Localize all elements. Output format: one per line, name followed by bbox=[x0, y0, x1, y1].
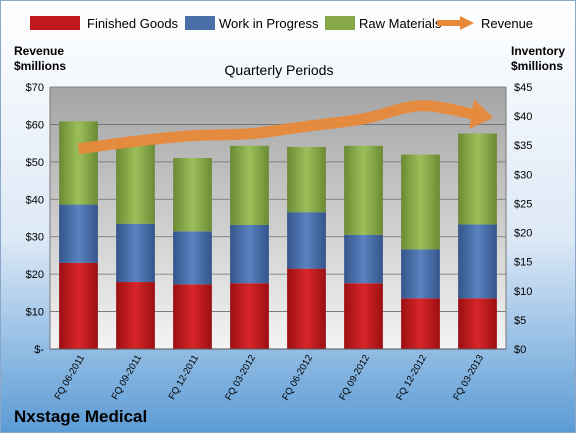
bar-finished-goods bbox=[458, 298, 497, 349]
left-axis-label-line1: Revenue bbox=[14, 44, 64, 58]
legend: Finished Goods Work in Progress Raw Mate… bbox=[30, 16, 533, 31]
bar-raw-materials bbox=[59, 121, 98, 205]
bar-work-in-progress bbox=[344, 234, 383, 284]
bar-finished-goods bbox=[116, 282, 155, 349]
bar-work-in-progress bbox=[401, 249, 440, 299]
left-tick-label: $50 bbox=[26, 157, 44, 169]
left-tick-label: $40 bbox=[26, 194, 44, 206]
line-revenue bbox=[77, 100, 479, 155]
bar-finished-goods bbox=[59, 262, 98, 349]
right-tick-label: $5 bbox=[514, 315, 526, 327]
line-layer bbox=[77, 99, 494, 155]
legend-label-revenue: Revenue bbox=[481, 16, 533, 31]
bar-work-in-progress bbox=[458, 224, 497, 299]
bar-raw-materials bbox=[173, 158, 212, 232]
bar-raw-materials bbox=[401, 154, 440, 250]
right-tick-label: $25 bbox=[514, 198, 532, 210]
legend-label-work-in-progress: Work in Progress bbox=[219, 16, 319, 31]
bars-layer bbox=[59, 121, 497, 349]
left-axis-label-line2: $millions bbox=[14, 59, 66, 73]
bar-raw-materials bbox=[116, 143, 155, 224]
legend-swatch-work-in-progress bbox=[185, 16, 215, 30]
right-tick-label: $35 bbox=[514, 140, 532, 152]
right-tick-label: $40 bbox=[514, 111, 532, 123]
right-tick-label: $0 bbox=[514, 344, 526, 356]
bar-raw-materials bbox=[344, 145, 383, 235]
company-name: Nxstage Medical bbox=[14, 407, 147, 426]
bar-finished-goods bbox=[401, 298, 440, 349]
left-tick-label: $- bbox=[34, 344, 44, 356]
bar-work-in-progress bbox=[116, 223, 155, 283]
bar-finished-goods bbox=[344, 283, 383, 349]
legend-swatch-finished-goods bbox=[30, 16, 80, 30]
bar-work-in-progress bbox=[287, 212, 326, 269]
right-axis-label-line1: Inventory bbox=[511, 44, 565, 58]
bar-raw-materials bbox=[458, 133, 497, 225]
bar-raw-materials bbox=[287, 146, 326, 213]
right-tick-label: $10 bbox=[514, 286, 532, 298]
left-tick-label: $20 bbox=[26, 269, 44, 281]
right-tick-label: $30 bbox=[514, 169, 532, 181]
legend-label-raw-materials: Raw Materials bbox=[359, 16, 442, 31]
legend-label-finished-goods: Finished Goods bbox=[87, 16, 179, 31]
right-tick-label: $20 bbox=[514, 228, 532, 240]
chart-title: Quarterly Periods bbox=[225, 62, 334, 78]
left-tick-label: $30 bbox=[26, 232, 44, 244]
legend-swatch-revenue-arrowhead bbox=[460, 16, 474, 30]
bar-finished-goods bbox=[173, 284, 212, 349]
bar-finished-goods bbox=[230, 283, 269, 349]
bar-finished-goods bbox=[287, 268, 326, 349]
bar-work-in-progress bbox=[59, 204, 98, 263]
legend-swatch-raw-materials bbox=[325, 16, 355, 30]
left-tick-label: $60 bbox=[26, 119, 44, 131]
left-tick-label: $70 bbox=[26, 82, 44, 94]
left-tick-label: $10 bbox=[26, 307, 44, 319]
right-tick-label: $45 bbox=[514, 82, 532, 94]
right-axis-label-line2: $millions bbox=[511, 59, 563, 73]
bar-raw-materials bbox=[230, 145, 269, 225]
bar-work-in-progress bbox=[230, 224, 269, 284]
line-revenue-arrowhead bbox=[469, 99, 494, 129]
bar-work-in-progress bbox=[173, 231, 212, 285]
right-tick-label: $15 bbox=[514, 257, 532, 269]
